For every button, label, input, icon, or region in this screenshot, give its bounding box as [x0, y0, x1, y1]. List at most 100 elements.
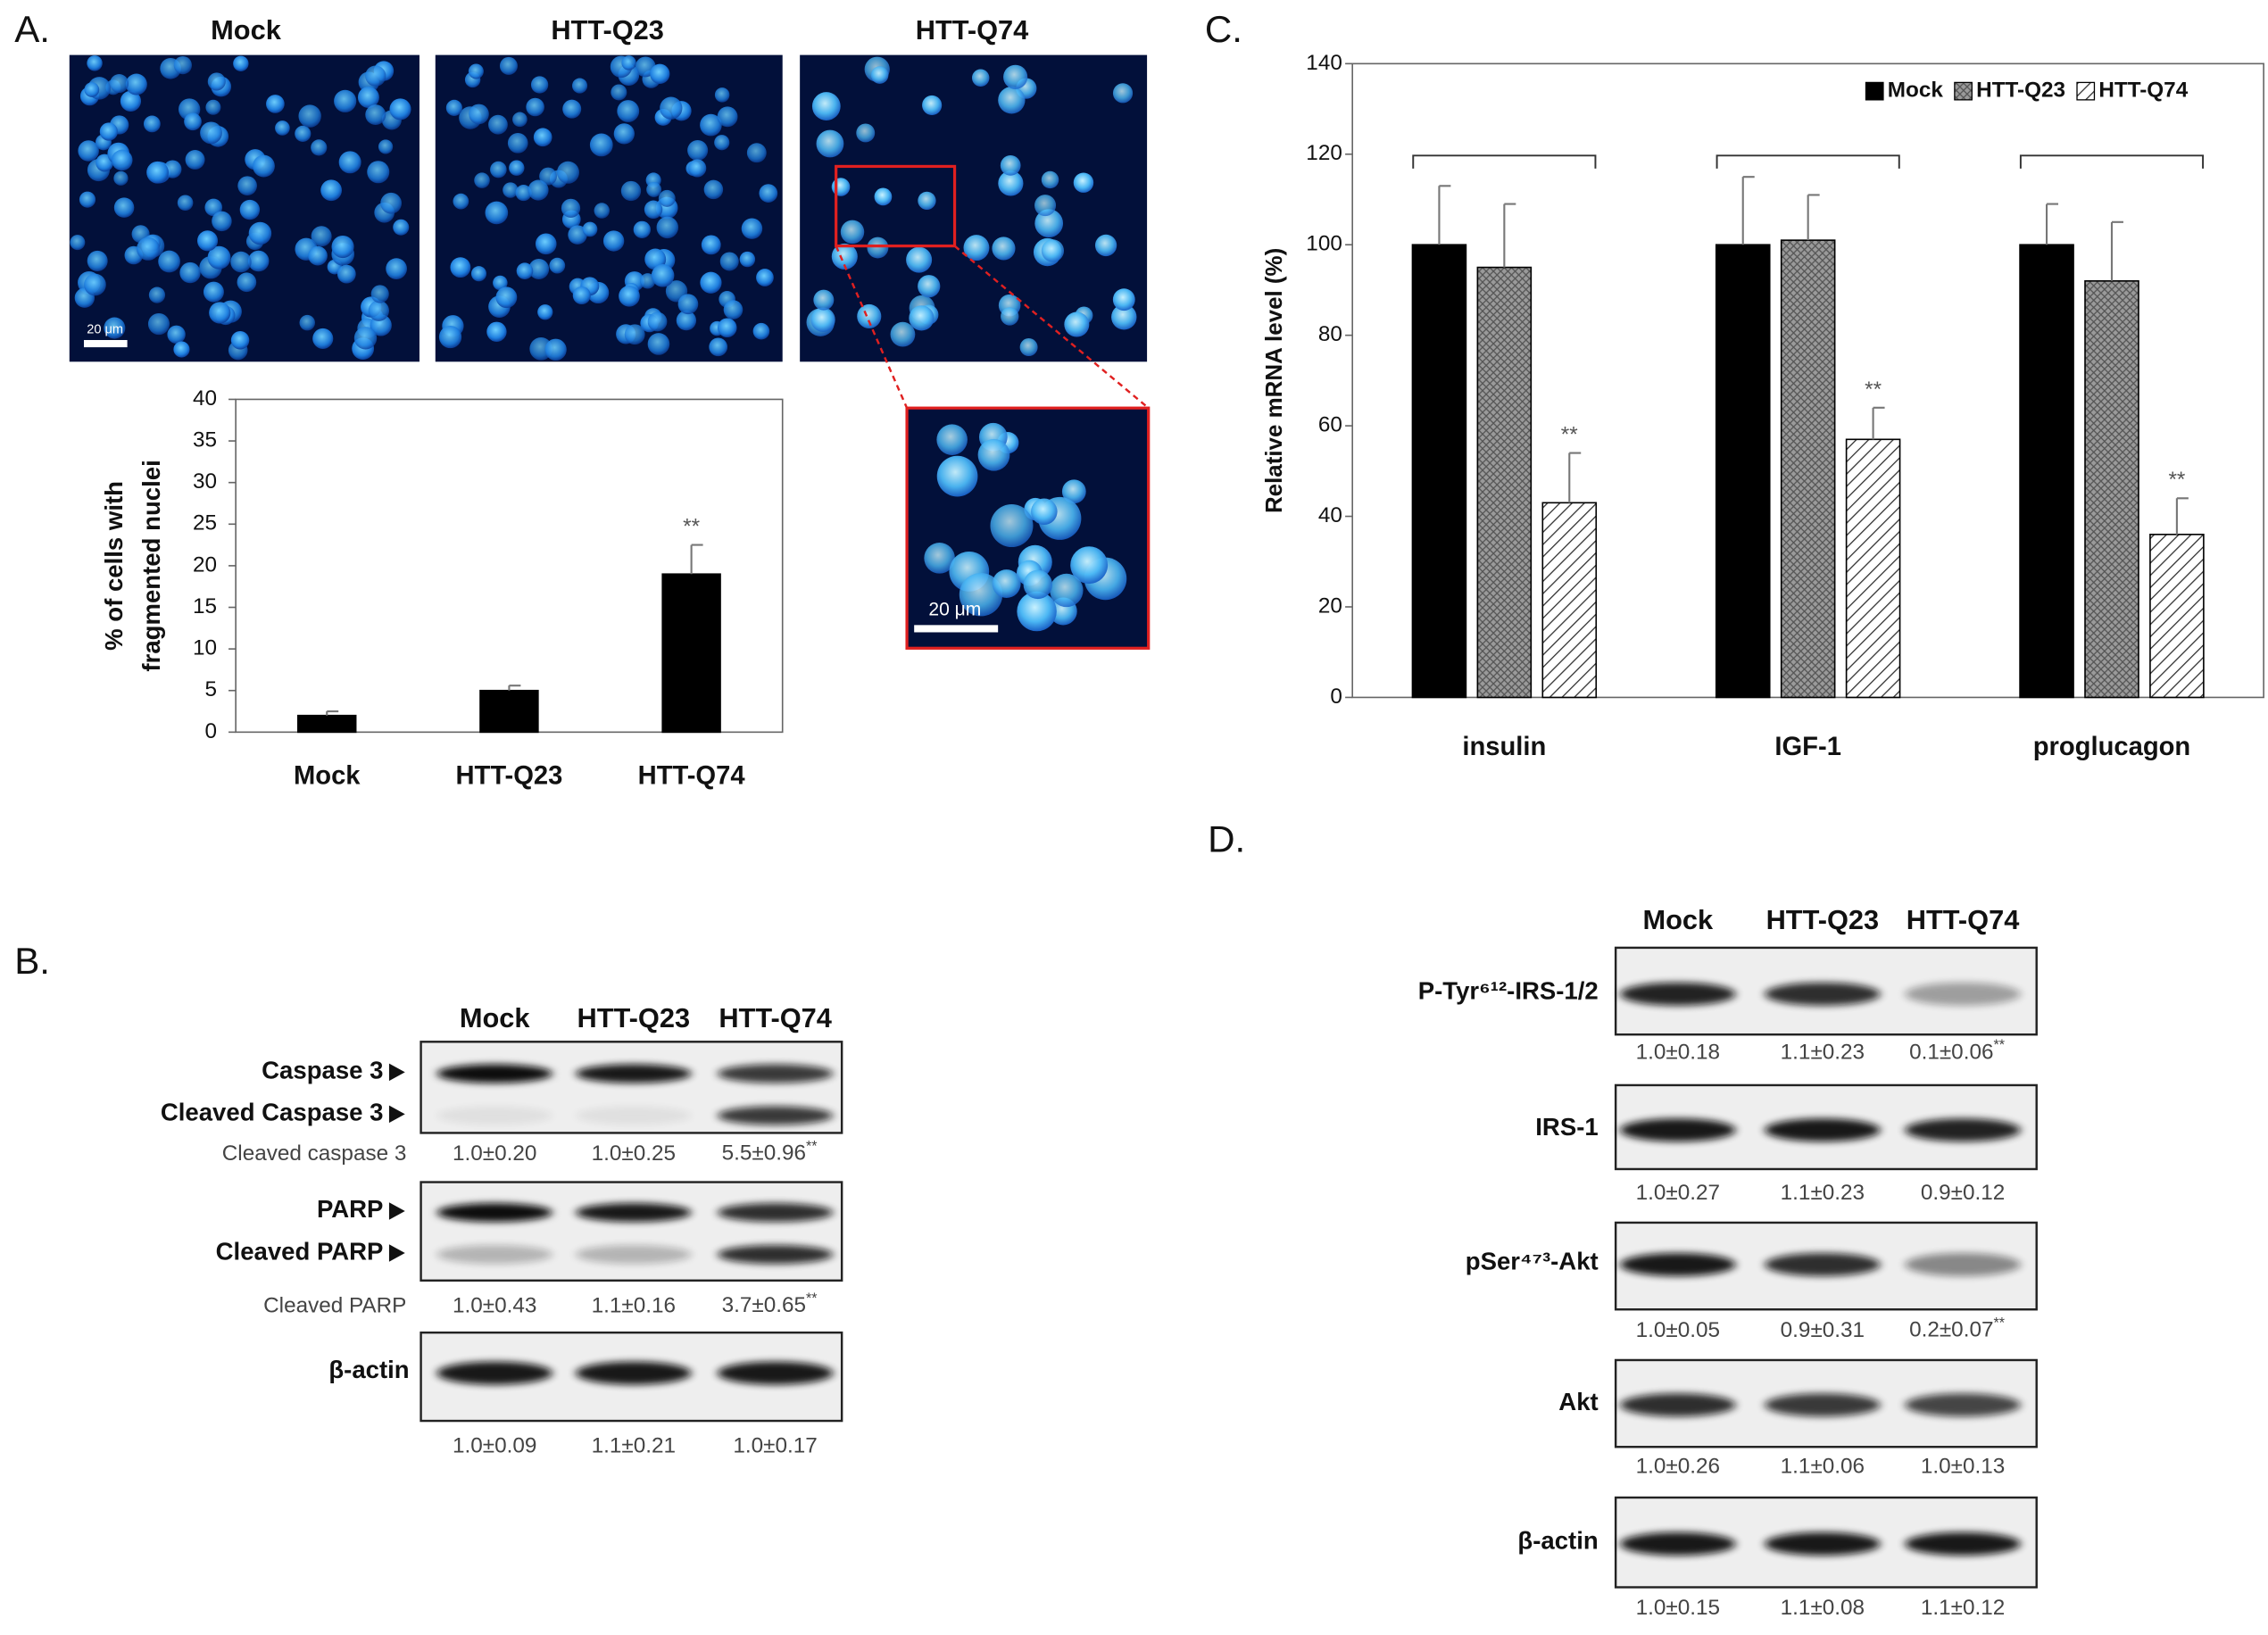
y-axis-label: Relative mRNA level (%) [1262, 248, 1287, 513]
nucleus [177, 195, 194, 212]
nucleus [633, 220, 651, 238]
nucleus [237, 272, 257, 293]
row-label: PARP [317, 1195, 383, 1223]
panel-label: B. [14, 940, 50, 982]
band [1765, 1393, 1881, 1417]
nucleus [248, 221, 272, 245]
y-tick-label: 5 [205, 677, 218, 701]
nucleus [1001, 307, 1019, 326]
y-tick-label: 120 [1306, 141, 1342, 165]
error-bar [1741, 176, 1755, 245]
nucleus [714, 135, 730, 151]
nucleus [656, 216, 678, 239]
nucleus [756, 269, 774, 286]
nucleus [393, 219, 410, 236]
nucleus [639, 273, 656, 289]
quant-label: Cleaved PARP [263, 1293, 406, 1317]
nucleus [1112, 83, 1134, 104]
x-tick-label: Mock [294, 761, 361, 790]
nucleus [582, 221, 598, 237]
nucleus [739, 251, 756, 268]
zoom-line [835, 245, 909, 409]
nucleus [298, 104, 321, 128]
nucleus [589, 133, 613, 157]
nucleus [253, 154, 275, 178]
nucleus [1017, 591, 1057, 632]
nucleus [207, 72, 226, 91]
nucleus [338, 151, 361, 174]
nucleus [148, 286, 166, 303]
nucleus [537, 304, 553, 320]
quant-value: 1.0±0.15 [1636, 1596, 1720, 1620]
nucleus [173, 55, 192, 75]
nucleus [977, 438, 1010, 471]
nucleus [746, 143, 767, 163]
nucleus [752, 322, 770, 340]
nucleus [495, 286, 518, 309]
band [436, 1245, 553, 1265]
row-label: β-actin [1517, 1527, 1598, 1555]
legend-swatch [2076, 81, 2096, 101]
band [1905, 1118, 2021, 1142]
quant-value: 1.1±0.16 [592, 1293, 676, 1317]
y-tick-label: 20 [1318, 593, 1342, 618]
nucleus [660, 96, 683, 120]
nucleus [533, 128, 552, 147]
nucleus [1094, 234, 1117, 257]
band [717, 1064, 834, 1083]
bar [2149, 534, 2205, 699]
significance-bracket [1716, 154, 1900, 169]
nucleus [79, 191, 96, 208]
error-bar [1807, 194, 1820, 241]
nucleus [353, 327, 378, 350]
x-tick-label: HTT-Q74 [638, 761, 746, 790]
nucleus [266, 95, 285, 113]
nucleus [620, 180, 642, 202]
nucleus [613, 123, 635, 145]
quant-value: 1.0±0.17 [733, 1434, 817, 1458]
row-label: Cleaved PARP [216, 1237, 384, 1265]
nucleus [179, 261, 201, 284]
row-label: Akt [1558, 1388, 1598, 1415]
band [1620, 1252, 1736, 1276]
nucleus [909, 305, 935, 331]
nucleus [688, 159, 707, 178]
row-label: β-actin [328, 1356, 409, 1383]
nucleus [331, 235, 354, 259]
nucleus [700, 113, 722, 137]
image-title: Mock [211, 14, 282, 46]
y-tick-label: 30 [193, 469, 217, 494]
nucleus [503, 182, 519, 198]
nucleus [1064, 311, 1090, 337]
band [1620, 1393, 1736, 1417]
nucleus [386, 258, 407, 279]
quant-value: 1.1±0.06 [1781, 1454, 1865, 1478]
nucleus [856, 123, 876, 143]
nucleus [445, 99, 462, 116]
bar [1541, 502, 1598, 699]
nucleus [147, 312, 170, 336]
nucleus [512, 112, 528, 128]
quant-value-text: 3.7±0.65 [722, 1293, 806, 1317]
quant-value: 1.1±0.12 [1921, 1596, 2005, 1620]
nucleus [365, 104, 386, 126]
nucleus [336, 264, 356, 284]
nucleus [1111, 304, 1137, 330]
nucleus [650, 63, 670, 84]
quant-value: 1.0±0.25 [592, 1141, 676, 1166]
bar [2084, 279, 2139, 699]
nucleus [528, 259, 550, 279]
nucleus [936, 455, 978, 497]
error-bar [2175, 497, 2189, 535]
quant-value: 1.1±0.23 [1781, 1181, 1865, 1205]
band [1905, 982, 2021, 1006]
nucleus [203, 281, 224, 303]
nucleus [651, 264, 675, 287]
scale-bar-label: 20 μm [928, 600, 981, 620]
significance-label: ** [1865, 378, 1882, 402]
nucleus [237, 176, 257, 195]
nucleus [490, 161, 507, 178]
error-bar [1568, 452, 1582, 503]
nucleus [556, 161, 579, 184]
band [1765, 982, 1881, 1006]
